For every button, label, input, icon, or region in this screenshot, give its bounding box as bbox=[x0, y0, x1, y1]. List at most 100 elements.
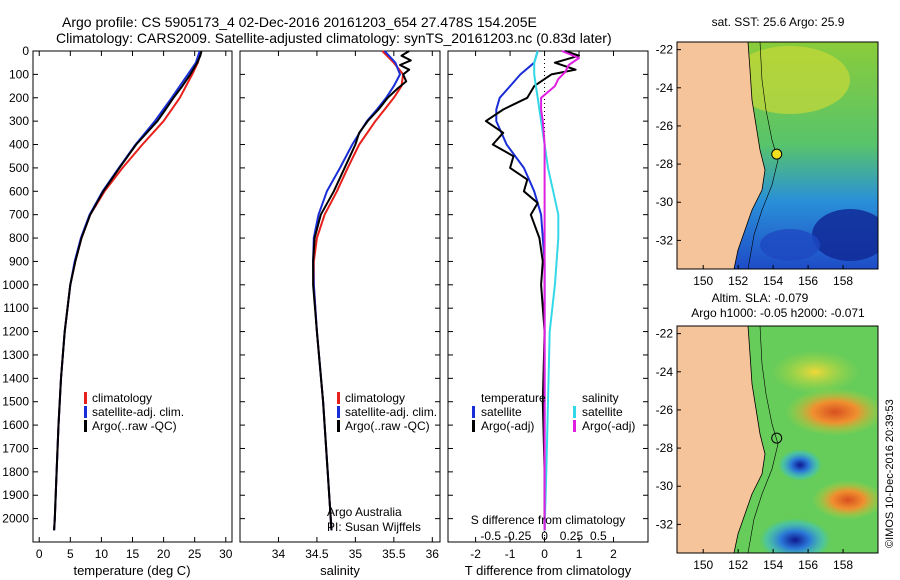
isobath bbox=[747, 326, 779, 553]
legend-sal-satellite-swatch bbox=[573, 406, 576, 418]
y-tick-label: 100 bbox=[9, 67, 29, 81]
isobath bbox=[747, 42, 779, 269]
y-tick-label: 1100 bbox=[3, 301, 29, 315]
s-tick-label: -0.5 bbox=[480, 529, 501, 543]
sst-map-frame bbox=[676, 41, 879, 270]
title-line-2: Climatology: CARS2009. Satellite-adjuste… bbox=[56, 30, 612, 46]
sla-map-title-2: Argo h1000: -0.05 h2000: -0.071 bbox=[691, 306, 865, 320]
temperature-axes bbox=[32, 50, 233, 543]
x-tick-label: 0 bbox=[541, 547, 548, 561]
series-line-argo-raw-qc- bbox=[312, 50, 412, 531]
map-x-tick-label: 152 bbox=[728, 274, 748, 288]
map-y-tick-label: -28 bbox=[656, 441, 674, 455]
sla-map-frame bbox=[676, 325, 879, 554]
sst-map-ticks: 150 152 154 156 158 -22 -24 -26 -28 -30 -32 bbox=[656, 43, 854, 288]
copyright-label: ©IMOS 10-Dec-2016 20:39:53 bbox=[884, 399, 896, 548]
sst-cool-patch bbox=[760, 229, 820, 261]
series-line-climatology bbox=[53, 50, 202, 531]
temperature-legend: climatology satellite-adj. clim. Argo(..… bbox=[84, 391, 184, 433]
x-tick-label: 10 bbox=[95, 547, 109, 561]
y-tick-label: 200 bbox=[9, 91, 29, 105]
annotation-pi: PI: Susan Wijffels bbox=[327, 520, 421, 534]
map-x-tick-label: 158 bbox=[833, 274, 853, 288]
y-tick-label: 1700 bbox=[2, 441, 29, 455]
temperature-xlabel: temperature (deg C) bbox=[73, 563, 190, 578]
x-tick-label: 1 bbox=[576, 547, 583, 561]
salinity-plot: 34 34.5 35 35.5 36 bbox=[240, 50, 440, 561]
x-tick-label: 34 bbox=[272, 547, 286, 561]
legend-sal-argo-label: Argo(-adj) bbox=[582, 419, 635, 433]
map-y-tick-label: -26 bbox=[656, 403, 674, 417]
sst-map-title: sat. SST: 25.6 Argo: 25.9 bbox=[712, 15, 845, 29]
y-tick-label: 800 bbox=[9, 231, 29, 245]
sst-cool-patch bbox=[812, 209, 878, 261]
map-y-tick-label: -24 bbox=[656, 81, 674, 95]
legend-climatology-label: climatology bbox=[345, 391, 405, 405]
s-tick-label: 0.5 bbox=[590, 529, 607, 543]
sla-map: Altim. SLA: -0.079 Argo h1000: -0.05 h20… bbox=[656, 291, 896, 572]
sla-map-ticks: 150 152 154 156 158 -22 -24 -26 -28 -30 -32 bbox=[656, 327, 854, 572]
y-tick-label: 600 bbox=[9, 184, 29, 198]
salinity-axes bbox=[239, 50, 441, 543]
series-line-temperature-argo-adj- bbox=[484, 50, 580, 531]
s-tick-label: 0 bbox=[541, 529, 548, 543]
difference-xlabel: T difference from climatology bbox=[465, 563, 632, 578]
difference-plot: -2 -1 0 1 2 -0.5 -0.25 0 0.25 0.5 bbox=[448, 50, 648, 561]
legend-temp-satellite-label: satellite bbox=[481, 405, 522, 419]
legend-satellite-swatch bbox=[84, 406, 87, 418]
y-tick-label: 2000 bbox=[2, 512, 29, 526]
legend-argo-label: Argo(..raw -QC) bbox=[92, 419, 177, 433]
sst-map: sat. SST: 25.6 Argo: 25.9 150 152 154 156 15… bbox=[656, 15, 879, 288]
map-x-tick-label: 152 bbox=[728, 558, 748, 572]
y-tick-label: 1000 bbox=[2, 278, 29, 292]
x-tick-label: 20 bbox=[157, 547, 171, 561]
legend-sal-argo-swatch bbox=[573, 420, 576, 432]
land-mass bbox=[677, 326, 766, 553]
legend-climatology-label: climatology bbox=[92, 391, 152, 405]
series-line-temperature-satellite bbox=[495, 50, 546, 531]
y-tick-label: 0 bbox=[22, 44, 29, 58]
y-tick-label: 1800 bbox=[2, 465, 29, 479]
map-y-tick-label: -26 bbox=[656, 119, 674, 133]
y-tick-label: 500 bbox=[9, 161, 29, 175]
float-position-marker bbox=[771, 148, 783, 160]
difference-xlabel-top: S difference from climatology bbox=[471, 513, 626, 527]
series-line-argo-raw-qc- bbox=[53, 50, 203, 531]
x-tick-label: 15 bbox=[126, 547, 140, 561]
y-tick-label: 1400 bbox=[2, 371, 29, 385]
map-x-tick-label: 156 bbox=[798, 274, 818, 288]
x-tick-label: 25 bbox=[188, 547, 202, 561]
map-y-tick-label: -32 bbox=[656, 233, 674, 247]
sst-warm-patch bbox=[730, 46, 850, 114]
map-x-tick-label: 154 bbox=[763, 274, 783, 288]
map-y-tick-label: -22 bbox=[656, 327, 674, 341]
x-tick-label: 35 bbox=[349, 547, 363, 561]
series-line-satellite-adj-clim- bbox=[53, 50, 201, 531]
legend-argo-label: Argo(..raw -QC) bbox=[345, 419, 430, 433]
legend-climatology-swatch bbox=[337, 392, 340, 404]
y-tick-label: 1900 bbox=[2, 488, 29, 502]
x-tick-label: 34.5 bbox=[305, 547, 329, 561]
y-tick-label: 300 bbox=[9, 114, 29, 128]
map-y-tick-label: -24 bbox=[656, 365, 674, 379]
sla-high bbox=[770, 350, 860, 394]
legend-temp-argo-label: Argo(-adj) bbox=[481, 419, 534, 433]
legend-climatology-swatch bbox=[84, 392, 87, 404]
legend-satellite-label: satellite-adj. clim. bbox=[345, 405, 437, 419]
title-line-1: Argo profile: CS 5905173_4 02-Dec-2016 2… bbox=[62, 14, 537, 30]
map-y-tick-label: -30 bbox=[656, 479, 674, 493]
series-line-salinity-argo-adj- bbox=[540, 50, 580, 531]
land-mass bbox=[677, 42, 766, 269]
y-tick-label: 1500 bbox=[2, 395, 29, 409]
map-x-tick-label: 150 bbox=[693, 558, 713, 572]
legend-temp-argo-swatch bbox=[472, 420, 475, 432]
float-position-marker bbox=[771, 432, 783, 444]
y-tick-label: 700 bbox=[9, 208, 29, 222]
legend-argo-swatch bbox=[337, 420, 340, 432]
series-line-salinity-satellite bbox=[533, 50, 560, 531]
sla-map-title-1: Altim. SLA: -0.079 bbox=[712, 291, 809, 305]
sla-high bbox=[785, 388, 878, 436]
x-tick-label: 36 bbox=[426, 547, 440, 561]
y-tick-label: 1200 bbox=[2, 325, 29, 339]
